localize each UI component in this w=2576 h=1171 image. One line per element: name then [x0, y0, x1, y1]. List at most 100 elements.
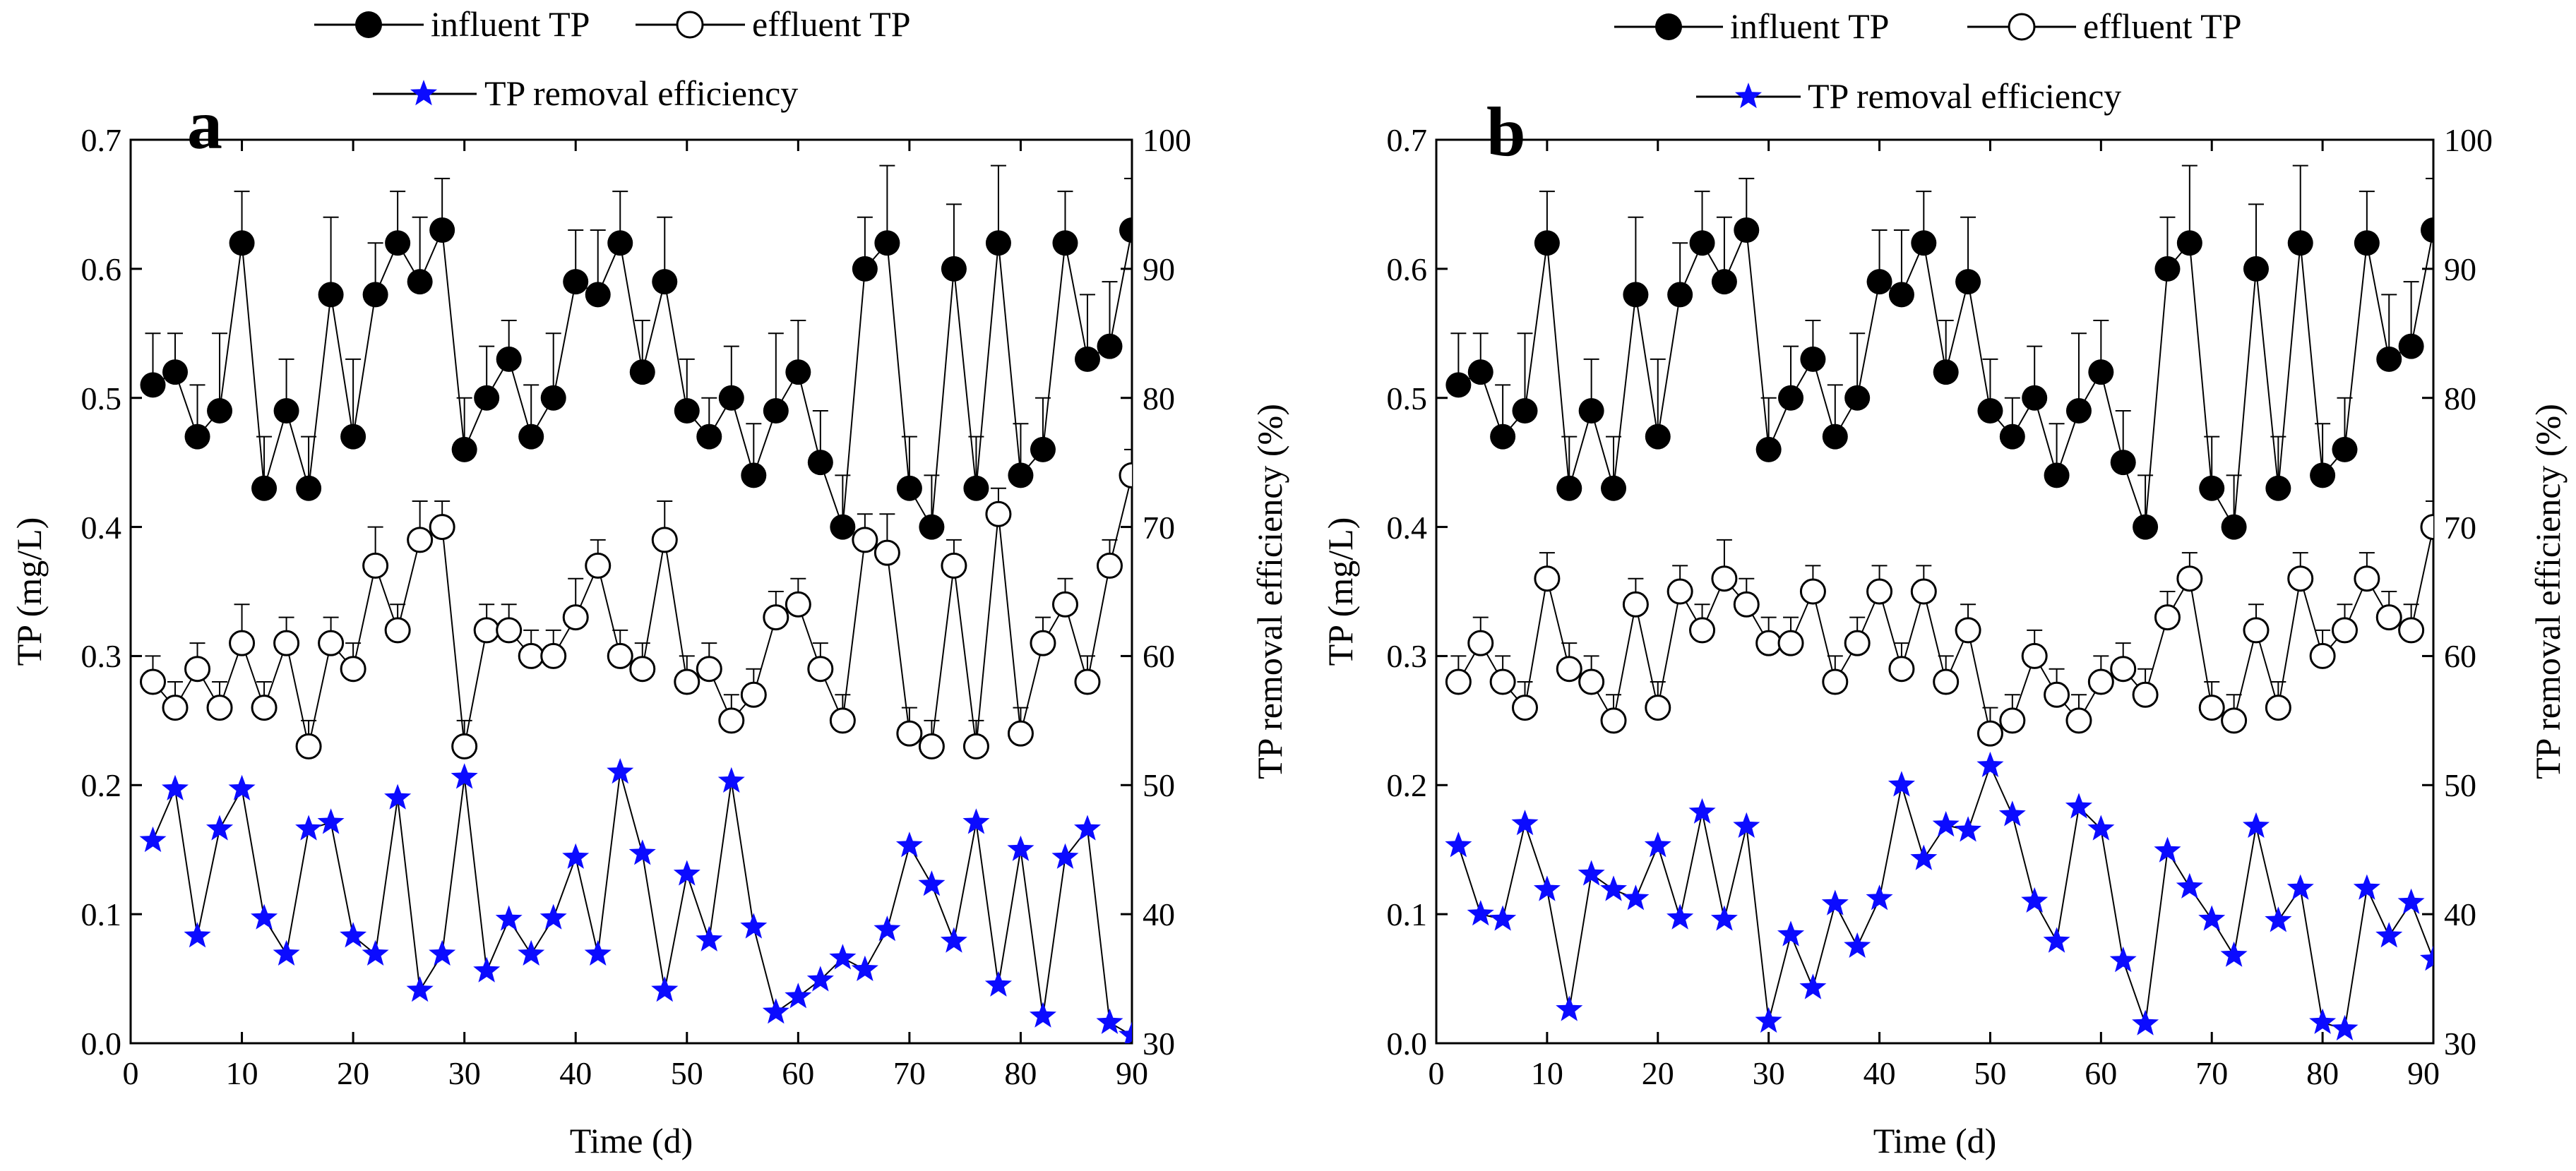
- influent-tp-point: [674, 398, 700, 424]
- effluent-tp-point: [2221, 707, 2248, 734]
- tp-removal-efficiency-point: [473, 956, 501, 983]
- tp-removal-efficiency-point: [251, 903, 278, 930]
- legend-b: influent TP effluent TP TP removal effic…: [1614, 6, 2242, 116]
- effluent-tp-point: [1007, 720, 1034, 747]
- y2-tick-label: 80: [2444, 380, 2476, 416]
- y-tick-label: 0.2: [1387, 767, 1428, 803]
- influent-tp-point: [2065, 398, 2092, 424]
- y-tick-label: 0.4: [81, 510, 122, 546]
- y2-tick-label: 40: [1143, 896, 1175, 932]
- tp-removal-efficiency-point: [2375, 922, 2403, 948]
- tp-removal-efficiency-point: [806, 966, 834, 992]
- x-tick-label: 50: [671, 1055, 703, 1091]
- effluent-tp-point: [607, 642, 633, 669]
- effluent-tp-line: [152, 475, 1132, 748]
- effluent-tp-point: [1777, 630, 1804, 656]
- effluent-tp-point: [807, 656, 834, 683]
- tp-removal-efficiency-point: [1119, 1021, 1132, 1043]
- influent-tp-point: [652, 269, 678, 295]
- y-tick-label: 0.3: [1387, 638, 1428, 674]
- influent-tp-point: [1556, 475, 1582, 501]
- effluent-tp-point: [1799, 578, 1826, 605]
- tp-removal-efficiency-point: [2043, 927, 2070, 953]
- influent-tp-point: [2398, 333, 2424, 359]
- influent-tp-point: [2243, 256, 2269, 282]
- effluent-tp-point: [1888, 656, 1915, 683]
- effluent-tp-point: [763, 604, 789, 631]
- influent-tp-point: [1030, 436, 1056, 462]
- influent-tp-point: [2221, 514, 2247, 540]
- influent-tp-point: [718, 385, 744, 411]
- effluent-tp-point: [674, 668, 700, 695]
- effluent-tp-point: [2398, 617, 2425, 644]
- influent-tp-point: [296, 475, 322, 501]
- influent-tp-point: [1734, 217, 1760, 243]
- effluent-tp-point: [1600, 707, 1627, 734]
- effluent-tp-point: [429, 514, 455, 541]
- tp-removal-efficiency-point: [1096, 1008, 1123, 1034]
- legend-efficiency-label: TP removal efficiency: [484, 73, 798, 113]
- tp-removal-efficiency-point: [2154, 836, 2181, 863]
- y2-tick-label: 90: [1143, 251, 1175, 287]
- effluent-tp-point: [2065, 707, 2092, 734]
- influent-tp-point: [896, 475, 922, 501]
- y2-tick-label: 60: [2444, 638, 2476, 674]
- tp-removal-efficiency-point: [1688, 798, 1716, 824]
- influent-tp-point: [763, 398, 789, 424]
- influent-tp-point: [1822, 424, 1848, 450]
- effluent-tp-point: [162, 695, 189, 721]
- tp-removal-efficiency-point: [184, 922, 211, 948]
- tp-removal-efficiency-point: [384, 783, 412, 810]
- effluent-tp-point: [785, 591, 811, 618]
- y-tick-label: 0.0: [1387, 1026, 1428, 1062]
- tp-removal-efficiency-point: [2286, 874, 2314, 900]
- legend-effluent-marker: [676, 11, 704, 39]
- y2-tick-label: 40: [2444, 896, 2476, 932]
- tp-removal-efficiency-point: [851, 955, 878, 981]
- effluent-tp-point: [1822, 668, 1849, 695]
- influent-tp-point: [696, 424, 722, 450]
- influent-tp-point: [496, 346, 522, 372]
- tp-removal-efficiency-point: [1511, 810, 1539, 836]
- influent-tp-point: [229, 230, 255, 256]
- influent-tp-point: [2154, 256, 2181, 282]
- effluent-tp-point: [384, 617, 411, 644]
- effluent-tp-point: [1096, 552, 1123, 579]
- y-tick-label: 0.5: [1387, 380, 1428, 416]
- tp-removal-efficiency-point: [1821, 889, 1849, 915]
- tp-removal-efficiency-point: [895, 831, 923, 858]
- tp-removal-efficiency-point: [2087, 815, 2115, 841]
- x-tick-label: 60: [782, 1055, 814, 1091]
- tp-removal-efficiency-point: [362, 939, 389, 966]
- effluent-tp-point: [2132, 681, 2159, 708]
- y-tick-label: 0.4: [1387, 510, 1428, 546]
- legend-effluent-marker: [2008, 13, 2036, 41]
- effluent-tp-point: [696, 656, 722, 683]
- y2-tick-label: 50: [1143, 767, 1175, 803]
- tp-removal-efficiency-point: [717, 767, 745, 793]
- influent-tp-point: [1645, 424, 1671, 450]
- y2-tick-label: 60: [1143, 638, 1175, 674]
- y2-tick-label: 30: [2444, 1026, 2476, 1062]
- tp-removal-efficiency-point: [1755, 1007, 1782, 1033]
- x-tick-label: 30: [448, 1055, 481, 1091]
- influent-tp-point: [2044, 462, 2070, 488]
- y-tick-label: 0.7: [1387, 122, 1428, 158]
- influent-tp-point: [1911, 230, 1937, 256]
- influent-tp-point: [2088, 359, 2114, 385]
- tp-removal-efficiency-point: [940, 927, 967, 953]
- y2-tick-label: 100: [1143, 122, 1191, 158]
- influent-tp-point: [1467, 359, 1493, 385]
- tp-removal-efficiency-point: [584, 939, 612, 966]
- x-tick-label: 70: [2195, 1055, 2228, 1091]
- tp-removal-efficiency-point: [228, 774, 256, 800]
- y-axis-title-b: TP (mg/L): [1320, 517, 1360, 666]
- effluent-tp-point: [1976, 720, 2003, 747]
- tp-removal-efficiency-point: [2065, 793, 2092, 819]
- plot-frame-a: [129, 138, 1133, 1045]
- influent-tp-point: [963, 475, 989, 501]
- influent-tp-point: [1711, 269, 1737, 295]
- influent-tp-point: [563, 269, 589, 295]
- tp-removal-efficiency-point: [873, 915, 901, 942]
- tp-removal-efficiency-point: [2220, 941, 2248, 967]
